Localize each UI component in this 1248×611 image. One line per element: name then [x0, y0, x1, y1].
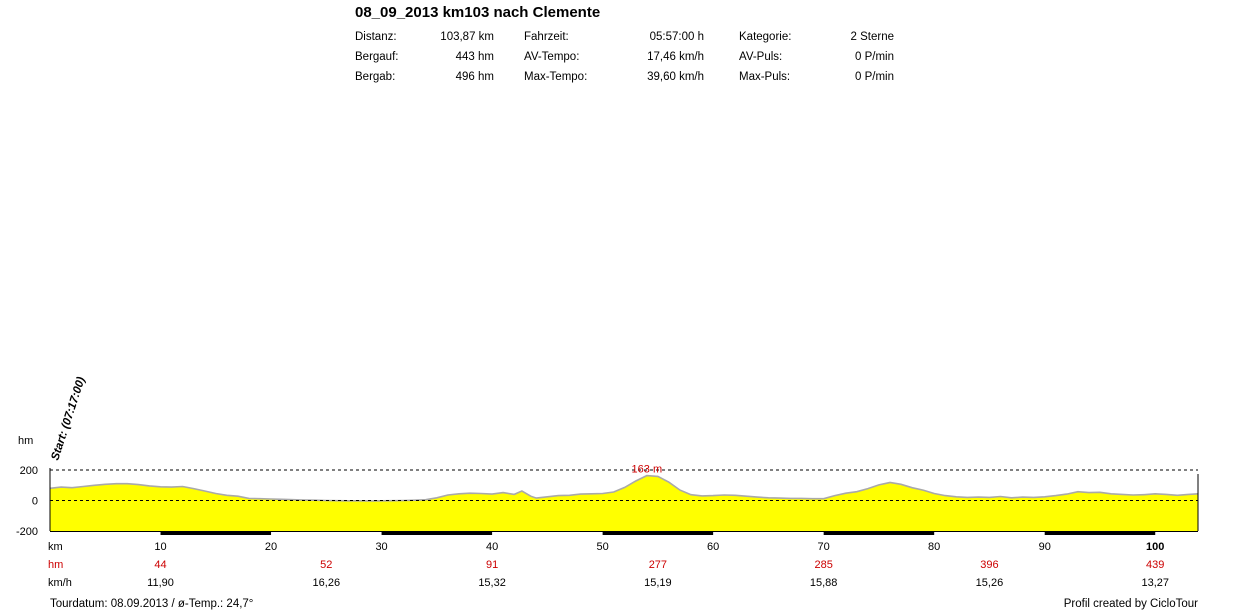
kmh-value: 15,19 [644, 577, 672, 589]
stat-label: Max-Tempo: [524, 71, 588, 83]
stat-label: AV-Tempo: [524, 51, 580, 63]
hm-row-label: hm [48, 559, 63, 571]
x-tick-label: 50 [596, 541, 608, 553]
stat-label: Fahrzeit: [524, 31, 569, 43]
stat-label: Bergauf: [355, 51, 399, 63]
stat-value: 39,60 km/h [647, 71, 704, 83]
stat-value: 2 Sterne [850, 31, 894, 43]
x-tick-label: 70 [818, 541, 830, 553]
stats-row: Bergauf: 443 hm AV-Tempo: 17,46 km/h AV-… [355, 51, 915, 67]
y-axis-label: hm [18, 435, 33, 447]
km-scale-segment [381, 531, 493, 535]
x-tick-label: 20 [265, 541, 277, 553]
km-scale-segment [823, 531, 935, 535]
kmh-row-label: km/h [48, 577, 72, 589]
max-elevation-label: 163 m [632, 464, 663, 476]
x-tick-label: 80 [928, 541, 940, 553]
hm-value: 396 [980, 559, 998, 571]
x-tick-label: 10 [154, 541, 166, 553]
stat-label: Bergab: [355, 71, 396, 83]
x-tick-label: 90 [1039, 541, 1051, 553]
stat-label: Kategorie: [739, 31, 792, 43]
stat-label: Max-Puls: [739, 71, 791, 83]
stat-value: 103,87 km [440, 31, 494, 43]
km-row-label: km [48, 541, 63, 553]
stat-value: 05:57:00 h [649, 31, 704, 43]
kmh-value: 15,32 [478, 577, 506, 589]
x-tick-label: 60 [707, 541, 719, 553]
stat-value: 17,46 km/h [647, 51, 704, 63]
km-scale-segment [160, 531, 272, 535]
kmh-value: 13,27 [1141, 577, 1169, 589]
y-tick-label: 0 [32, 496, 38, 508]
km-scale-segment [1044, 531, 1156, 535]
kmh-value: 15,26 [976, 577, 1004, 589]
start-time-label: Start: (07:17:00) [49, 375, 87, 462]
x-tick-label: 40 [486, 541, 498, 553]
stat-label: AV-Puls: [739, 51, 783, 63]
stat-value: 0 P/min [855, 51, 894, 63]
hm-value: 439 [1146, 559, 1164, 571]
hm-value: 52 [320, 559, 332, 571]
x-tick-label: 100 [1146, 541, 1164, 553]
stats-row: Distanz: 103,87 km Fahrzeit: 05:57:00 h … [355, 31, 915, 47]
stat-label: Distanz: [355, 31, 397, 43]
hm-value: 277 [649, 559, 667, 571]
tour-title: 08_09_2013 km103 nach Clemente [355, 4, 601, 21]
stat-value: 0 P/min [855, 71, 894, 83]
stats-row: Bergab: 496 hm Max-Tempo: 39,60 km/h Max… [355, 71, 915, 87]
tour-date-temp: Tourdatum: 08.09.2013 / ø-Temp.: 24,7° [50, 598, 254, 610]
elevation-area [50, 475, 1198, 531]
hm-value: 91 [486, 559, 498, 571]
y-tick-label: -200 [16, 526, 38, 538]
elevation-line [49, 474, 1199, 502]
kmh-value: 15,88 [810, 577, 838, 589]
hm-value: 44 [154, 559, 166, 571]
stat-value: 496 hm [455, 71, 494, 83]
x-tick-label: 30 [375, 541, 387, 553]
hm-value: 285 [814, 559, 832, 571]
stat-value: 443 hm [455, 51, 494, 63]
kmh-value: 11,90 [147, 577, 174, 589]
km-scale-segment [602, 531, 714, 535]
kmh-value: 16,26 [313, 577, 341, 589]
profile-credit: Profil created by CicloTour [1063, 598, 1198, 610]
y-tick-label: 200 [20, 465, 38, 477]
